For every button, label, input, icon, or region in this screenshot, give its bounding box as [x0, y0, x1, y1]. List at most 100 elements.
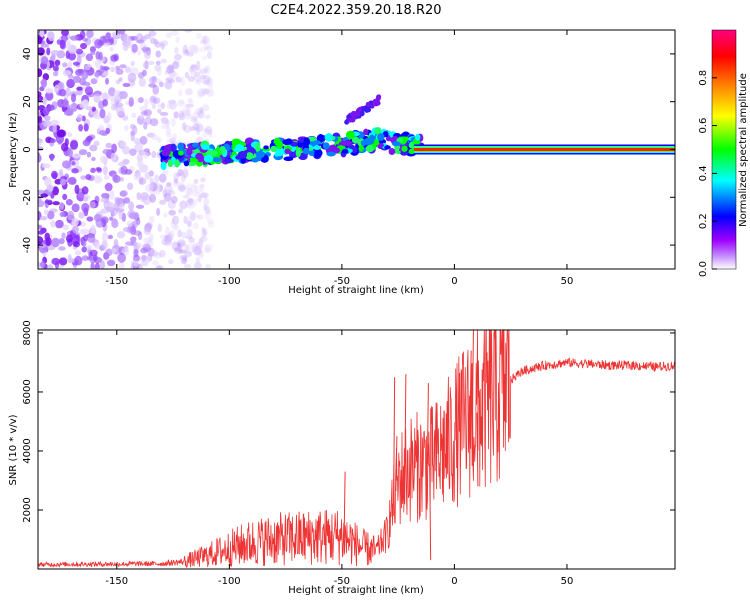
noise-speckle [160, 42, 165, 50]
noise-speckle [175, 76, 182, 83]
noise-speckle [201, 227, 206, 233]
ridge-blob [348, 144, 355, 150]
noise-speckle [109, 189, 115, 200]
noise-speckle [198, 237, 204, 244]
noise-speckle [90, 224, 96, 235]
noise-speckle [143, 121, 148, 130]
noise-speckle [71, 203, 80, 213]
ridge-blob [377, 133, 385, 141]
noise-speckle [109, 46, 114, 52]
snr-spike [426, 383, 429, 464]
noise-speckle [161, 170, 169, 176]
noise-speckle [181, 231, 186, 239]
snr-xtick-label: -50 [334, 576, 350, 587]
ridge-blob [298, 137, 305, 143]
noise-speckle [51, 237, 60, 248]
noise-speckle [184, 49, 189, 55]
noise-speckle [159, 199, 167, 205]
noise-speckle [90, 167, 96, 174]
noise-speckle [205, 76, 214, 87]
colorbar-label: Normalized spectral amplitude [738, 73, 749, 227]
noise-speckle [101, 92, 109, 102]
ridge-blob [400, 150, 409, 156]
noise-speckle [179, 249, 187, 254]
noise-speckle [49, 153, 54, 162]
noise-speckle [94, 241, 100, 250]
ridge-blob [170, 143, 176, 153]
noise-speckle [122, 34, 131, 45]
noise-speckle [52, 201, 60, 206]
noise-speckle [110, 152, 117, 162]
noise-speckle [193, 245, 202, 256]
noise-speckle [204, 65, 211, 74]
noise-speckle [187, 51, 194, 57]
noise-speckle [124, 169, 133, 175]
ridge-blob [284, 148, 291, 155]
noise-speckle [173, 57, 181, 65]
noise-speckle [190, 117, 197, 123]
noise-speckle [203, 67, 208, 74]
noise-speckle [130, 212, 137, 220]
noise-speckle [185, 88, 193, 96]
noise-speckle [84, 64, 91, 71]
noise-speckle [183, 124, 192, 133]
noise-speckle [101, 239, 108, 250]
noise-speckle [80, 42, 88, 50]
noise-speckle [62, 98, 69, 108]
spectrogram-ylabel: Frequency (Hz) [8, 112, 19, 188]
noise-speckle [206, 50, 212, 59]
spectrogram-panel: -150 -100 -50 0 50 -40 -20 0 20 40 Height of stra… [8, 29, 676, 296]
ridge-blob [195, 152, 204, 160]
noise-speckle [45, 88, 53, 94]
noise-speckle [161, 238, 169, 246]
noise-speckle [197, 195, 202, 203]
noise-speckle [69, 35, 79, 41]
noise-speckle [105, 142, 113, 149]
noise-speckle [90, 78, 98, 85]
noise-speckle [52, 71, 59, 77]
ridge-blob [160, 161, 167, 171]
noise-speckle [115, 208, 125, 213]
ridge-blob [347, 148, 353, 153]
noise-speckle [157, 223, 163, 233]
noise-speckle [166, 103, 174, 109]
noise-speckle [195, 108, 204, 116]
noise-speckle [136, 192, 141, 201]
noise-speckle [38, 146, 44, 151]
noise-speckle [105, 248, 113, 257]
noise-speckle [188, 98, 194, 108]
spectrogram-xtick-label: -150 [105, 276, 128, 287]
snr-spike [343, 471, 346, 538]
noise-speckle [196, 91, 205, 99]
noise-speckle [194, 79, 203, 85]
noise-speckle [141, 259, 149, 267]
noise-speckle [122, 44, 129, 51]
noise-speckle [197, 110, 205, 119]
noise-speckle [101, 208, 107, 214]
noise-speckle [185, 103, 194, 108]
noise-speckle [81, 115, 86, 122]
noise-speckle [192, 213, 200, 219]
noise-speckle [52, 65, 59, 72]
noise-speckle [140, 110, 149, 116]
ridge-blob [187, 161, 197, 167]
noise-speckle [148, 76, 156, 84]
noise-speckle [38, 224, 43, 230]
noise-speckle [137, 97, 145, 103]
snr-xlabel: Height of straight line (km) [288, 585, 424, 596]
noise-speckle [130, 236, 137, 243]
snr-spike [469, 350, 472, 418]
noise-speckle [93, 140, 100, 147]
noise-speckle [171, 241, 180, 251]
spectrogram-ytick-label: 20 [22, 95, 33, 108]
noise-speckle [182, 256, 187, 262]
noise-speckle [82, 99, 90, 108]
noise-speckle [44, 199, 53, 204]
noise-speckle [133, 172, 142, 181]
noise-speckle [59, 211, 66, 217]
noise-speckle [182, 49, 190, 56]
snr-xtick-label: 50 [561, 576, 574, 587]
noise-speckle [65, 198, 73, 206]
noise-speckle [85, 53, 94, 62]
noise-speckle [200, 236, 208, 243]
